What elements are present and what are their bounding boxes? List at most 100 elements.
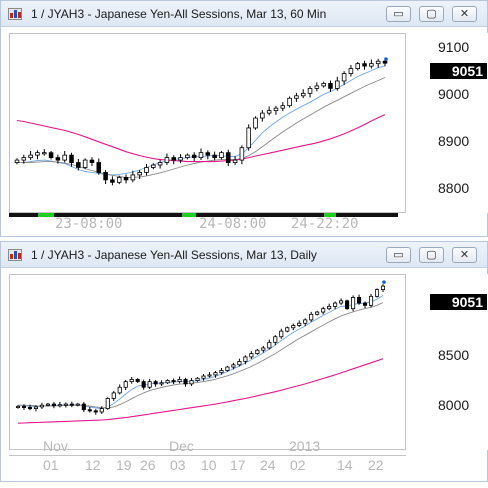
last-price-marker bbox=[382, 280, 386, 284]
x-axis-day-label: 17 bbox=[230, 457, 246, 473]
candle bbox=[116, 175, 122, 185]
minimize-button[interactable]: ▭ bbox=[386, 6, 411, 22]
y-tick-label: 8500 bbox=[438, 347, 470, 363]
candle bbox=[45, 402, 50, 407]
candle bbox=[62, 150, 67, 163]
chart-window-daily[interactable]: 1 / JYAH3 - Japanese Yen-All Sessions, M… bbox=[0, 241, 488, 482]
session-bar-segment bbox=[336, 213, 398, 217]
x-axis-month-label: Dec bbox=[169, 438, 194, 454]
candle bbox=[328, 80, 333, 92]
candle bbox=[201, 374, 206, 381]
candle bbox=[89, 157, 95, 167]
window-titlebar[interactable]: 1 / JYAH3 - Japanese Yen-All Sessions, M… bbox=[1, 1, 487, 27]
candle bbox=[375, 58, 381, 68]
time-axis[interactable]: Nov Dec 2013 01 12 19 26 03 10 17 24 02 … bbox=[9, 437, 406, 473]
candle bbox=[273, 335, 278, 346]
candle bbox=[362, 60, 367, 70]
x-axis-label: 23-08:00 bbox=[55, 216, 123, 232]
time-axis[interactable]: 23-08:00 24-08:00 24-22:20 bbox=[9, 212, 406, 233]
y-tick-label: 8800 bbox=[438, 180, 470, 196]
candle bbox=[219, 150, 224, 160]
candle bbox=[351, 295, 356, 312]
candle bbox=[315, 310, 320, 316]
candlestick-chart bbox=[14, 57, 388, 186]
candle bbox=[103, 170, 108, 185]
candle bbox=[348, 65, 354, 77]
chart-window-60min[interactable]: 1 / JYAH3 - Japanese Yen-All Sessions, M… bbox=[0, 0, 488, 237]
candle bbox=[363, 301, 368, 309]
minimize-button[interactable]: ▭ bbox=[386, 247, 411, 263]
candle bbox=[147, 378, 152, 389]
moving-average-line bbox=[17, 358, 384, 424]
candle bbox=[294, 92, 299, 102]
candle bbox=[75, 402, 80, 407]
x-axis-month-label: 2013 bbox=[289, 438, 321, 454]
candle bbox=[369, 59, 374, 69]
candle bbox=[117, 384, 122, 395]
close-button[interactable]: ✕ bbox=[452, 247, 477, 263]
maximize-button[interactable]: ▢ bbox=[419, 247, 444, 263]
candle bbox=[287, 96, 292, 108]
y-tick-label: 8000 bbox=[438, 397, 470, 413]
x-axis-day-label: 02 bbox=[290, 457, 306, 473]
candle bbox=[291, 323, 296, 331]
price-plot-area[interactable] bbox=[9, 274, 406, 450]
price-axis[interactable]: 9100 9051 9000 8900 8800 bbox=[406, 33, 488, 213]
candle bbox=[260, 110, 265, 122]
candle bbox=[14, 158, 20, 165]
candle bbox=[177, 376, 182, 384]
candle bbox=[183, 377, 188, 387]
candle bbox=[357, 294, 362, 305]
candle bbox=[191, 152, 197, 162]
candle bbox=[135, 378, 140, 383]
candle bbox=[33, 405, 38, 412]
candle bbox=[239, 145, 245, 165]
candle bbox=[309, 311, 314, 322]
candle bbox=[171, 155, 177, 165]
candle bbox=[69, 152, 74, 167]
candle bbox=[273, 105, 279, 115]
moving-average-line bbox=[18, 302, 384, 409]
candle bbox=[105, 397, 110, 410]
x-axis-day-label: 19 bbox=[116, 457, 132, 473]
candle bbox=[178, 154, 183, 164]
candle bbox=[82, 158, 88, 170]
candle bbox=[267, 339, 272, 350]
candle bbox=[279, 328, 284, 339]
candle bbox=[123, 174, 129, 184]
candle bbox=[285, 326, 290, 333]
candle bbox=[255, 349, 260, 355]
candle bbox=[314, 82, 320, 92]
candle bbox=[195, 377, 200, 382]
candle bbox=[63, 402, 68, 408]
x-axis-day-label: 26 bbox=[140, 457, 156, 473]
chart-app-icon bbox=[8, 8, 22, 20]
x-axis-day-label: 24 bbox=[260, 457, 276, 473]
moving-average-line bbox=[17, 295, 384, 410]
candle bbox=[159, 380, 164, 386]
y-tick-label: 9100 bbox=[438, 39, 470, 55]
candle bbox=[303, 318, 308, 327]
candle bbox=[213, 371, 218, 378]
session-bar-segment bbox=[54, 213, 182, 217]
candle bbox=[232, 155, 238, 165]
candle bbox=[207, 372, 212, 378]
price-plot-area[interactable] bbox=[9, 33, 406, 213]
candle bbox=[41, 149, 47, 156]
candle bbox=[231, 362, 236, 370]
close-button[interactable]: ✕ bbox=[452, 6, 477, 22]
candle bbox=[339, 298, 344, 306]
price-axis[interactable]: 9051 8500 8000 bbox=[406, 274, 488, 450]
candle bbox=[341, 71, 347, 86]
candle bbox=[15, 405, 21, 409]
candle bbox=[380, 284, 386, 293]
x-axis-label: 24-08:00 bbox=[199, 216, 267, 232]
candle bbox=[205, 150, 211, 160]
candle bbox=[368, 293, 374, 308]
candle bbox=[164, 153, 170, 165]
x-axis-day-label: 22 bbox=[368, 457, 384, 473]
x-axis-month-label: Nov bbox=[43, 438, 68, 454]
candle bbox=[297, 320, 302, 328]
maximize-button[interactable]: ▢ bbox=[419, 6, 444, 22]
window-titlebar[interactable]: 1 / JYAH3 - Japanese Yen-All Sessions, M… bbox=[1, 242, 487, 268]
